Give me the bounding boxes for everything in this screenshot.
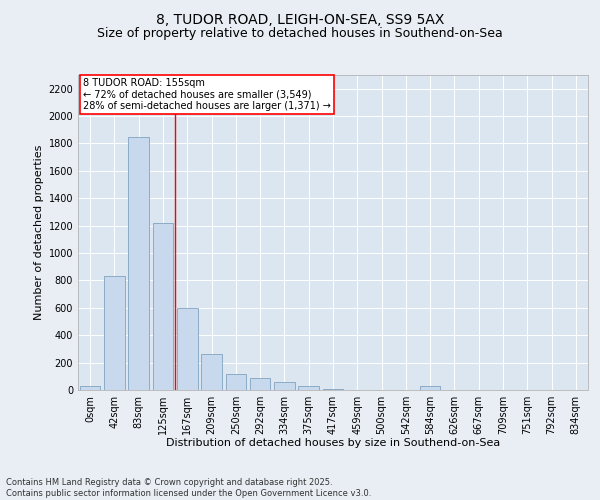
Bar: [420, 386, 440, 390]
Bar: [323, 388, 343, 390]
X-axis label: Distribution of detached houses by size in Southend-on-Sea: Distribution of detached houses by size …: [166, 438, 500, 448]
Y-axis label: Number of detached properties: Number of detached properties: [34, 145, 44, 320]
Text: Size of property relative to detached houses in Southend-on-Sea: Size of property relative to detached ho…: [97, 28, 503, 40]
Bar: [274, 382, 295, 390]
Bar: [177, 308, 197, 390]
Bar: [80, 386, 100, 390]
Bar: [104, 276, 125, 390]
Bar: [226, 374, 246, 390]
Bar: [250, 378, 271, 390]
Bar: [298, 386, 319, 390]
Text: 8, TUDOR ROAD, LEIGH-ON-SEA, SS9 5AX: 8, TUDOR ROAD, LEIGH-ON-SEA, SS9 5AX: [156, 12, 444, 26]
Bar: [152, 223, 173, 390]
Bar: [128, 136, 149, 390]
Text: 8 TUDOR ROAD: 155sqm
← 72% of detached houses are smaller (3,549)
28% of semi-de: 8 TUDOR ROAD: 155sqm ← 72% of detached h…: [83, 78, 331, 112]
Text: Contains HM Land Registry data © Crown copyright and database right 2025.
Contai: Contains HM Land Registry data © Crown c…: [6, 478, 371, 498]
Bar: [201, 354, 222, 390]
